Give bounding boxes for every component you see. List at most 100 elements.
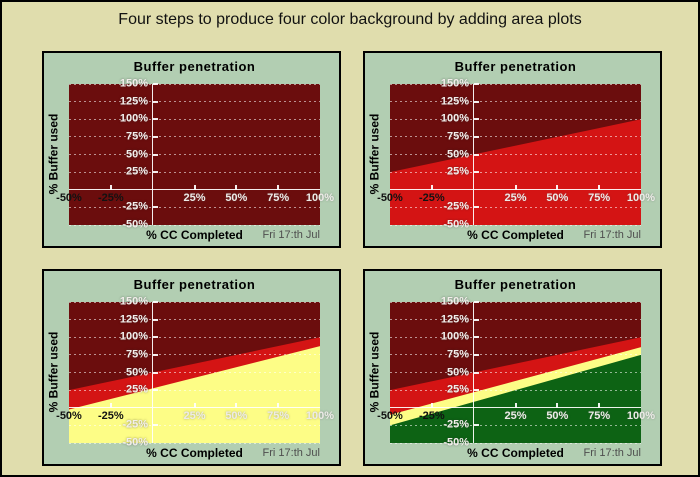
y-gridline [69,118,320,120]
y-tick-mark [152,206,158,209]
x-tick-mark [556,184,559,190]
y-tick-label: 25% [446,165,469,178]
y-tick-mark [152,171,158,174]
x-tick-label: 75% [588,191,611,204]
y-axis-title: % Buffer used [46,113,60,194]
x-tick-label: 50% [546,409,569,422]
x-axis-row: % CC Completed Fri 17:th Jul [69,227,320,245]
y-gridline [390,301,641,303]
y-gridline [69,319,320,321]
x-axis-title: % CC Completed [467,228,564,242]
date-stamp: Fri 17:th Jul [262,229,320,241]
y-tick-mark [152,153,158,156]
x-axis-title: % CC Completed [146,228,243,242]
yellow-area [69,346,320,443]
y-tick-mark [473,153,479,156]
y-tick-mark [152,135,158,138]
y-gridline [69,136,320,138]
x-tick-mark [430,402,433,408]
plot-area: 150% 125% 100% 75% 50% 25% -25% -50% -50% -25% 25%… [377,78,655,230]
x-tick-label: 100% [626,191,656,204]
y-axis-title: % Buffer used [46,331,60,412]
x-tick-label: 75% [267,409,290,422]
x-tick-label: -50% [56,191,82,204]
chart-title: Buffer penetration [133,277,256,292]
y-gridline [69,372,320,373]
y-gridline [390,83,641,85]
y-tick-label: -50% [122,218,148,231]
x-tick-mark [598,402,601,408]
y-gridline [69,354,320,356]
y-gridline [69,301,320,303]
x-axis-title: % CC Completed [467,446,564,460]
y-gridline [390,389,641,391]
plot-area: 150% 125% 100% 75% 50% 25% -25% -50% -50% -25% 25%… [377,296,655,448]
y-tick-label: -50% [443,218,469,231]
y-gridline [69,389,320,391]
y-tick-mark [152,389,158,392]
y-tick-mark [473,206,479,209]
y-tick-label: -50% [443,436,469,449]
y-tick-label: -25% [122,200,148,213]
y-tick-label: 150% [119,77,148,90]
y-tick-label: 125% [440,95,469,108]
x-tick-label: -25% [97,191,124,204]
y-tick-mark [473,118,479,121]
y-gridline [69,336,320,338]
y-gridline [390,424,641,426]
y-gridline [390,206,641,208]
x-tick-label: 75% [588,409,611,422]
x-tick-mark [109,402,112,408]
x-tick-mark [514,184,517,190]
y-gridline [69,171,320,173]
y-tick-label: 75% [446,130,469,143]
x-tick-label: 25% [183,191,206,204]
x-tick-label: -25% [418,409,445,422]
y-tick-mark [473,171,479,174]
y-tick-mark [473,301,479,303]
x-tick-mark [598,184,601,190]
y-gridline [390,224,641,226]
plot-area: 150% 125% 100% 75% 50% 25% -25% -50% -50% -25% 25%… [56,296,334,448]
y-gridline [69,206,320,208]
y-tick-label: 100% [440,112,469,125]
x-tick-mark [193,402,196,408]
y-gridline [69,224,320,226]
y-tick-mark [473,336,479,339]
x-axis-line [69,407,320,409]
y-tick-label: 50% [446,366,469,378]
y-tick-mark [473,424,479,427]
x-tick-label: -50% [377,409,403,422]
y-tick-label: 25% [446,383,469,396]
x-tick-label: 25% [504,191,527,204]
y-tick-mark [152,301,158,303]
plot-area: 150% 125% 100% 75% 50% 25% -25% -50% -50% -25% 25%… [56,78,334,230]
y-tick-mark [152,353,158,356]
x-axis-row: % CC Completed Fri 17:th Jul [69,445,320,463]
y-tick-mark [152,371,158,374]
y-tick-label: 25% [125,165,148,178]
chart-title: Buffer penetration [133,59,256,74]
date-stamp: Fri 17:th Jul [583,229,641,241]
y-tick-mark [152,318,158,321]
chart-panel-1: Buffer penetration % Buffer used 150% 125… [42,51,341,248]
y-tick-label: 125% [440,313,469,326]
y-tick-label: 100% [440,330,469,343]
y-tick-label: 150% [440,295,469,308]
x-tick-label: 100% [305,191,335,204]
y-tick-mark [473,318,479,321]
y-axis-title: % Buffer used [367,113,381,194]
date-stamp: Fri 17:th Jul [262,447,320,459]
y-gridline [390,101,641,103]
x-axis-title: % CC Completed [146,446,243,460]
x-tick-label: 100% [626,409,656,422]
y-gridline [390,354,641,356]
y-gridline [390,442,641,444]
y-gridline [390,372,641,373]
y-tick-label: 150% [119,295,148,308]
x-tick-label: 50% [225,191,248,204]
figure-title: Four steps to produce four color backgro… [118,11,582,28]
y-gridline [390,336,641,338]
y-tick-label: 75% [446,348,469,361]
